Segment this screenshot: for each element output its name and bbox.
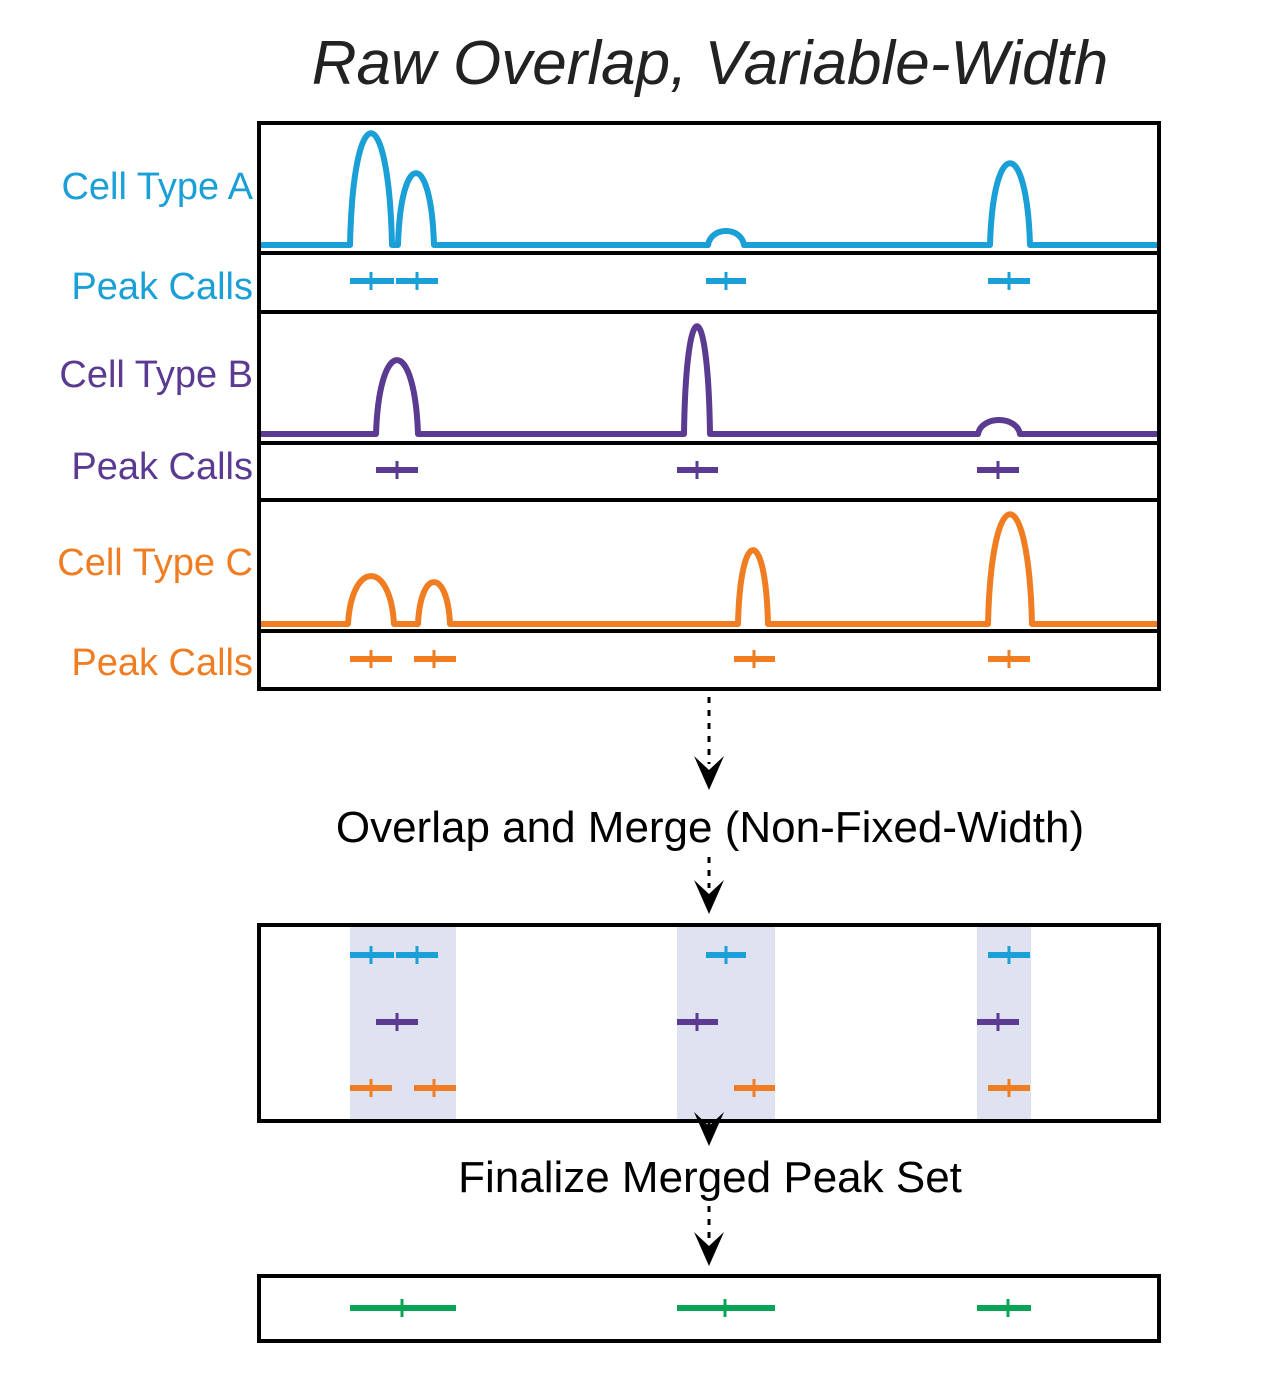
peak-calls-layer <box>350 272 1031 1317</box>
signal-peak-c-0 <box>348 576 394 624</box>
label-cell-type-b: Cell Type B <box>59 354 253 396</box>
signal-track-b <box>261 323 1157 437</box>
arrow-to-merge-box-head <box>694 880 724 914</box>
label-peak-calls-b: Peak Calls <box>71 446 253 488</box>
label-cell-type-c: Cell Type C <box>57 542 253 584</box>
signal-track-c <box>261 511 1157 627</box>
signal-track-a <box>261 130 1157 248</box>
signal-peak-c-3 <box>988 514 1032 624</box>
diagram-title: Raw Overlap, Variable-Width <box>311 29 1109 98</box>
tracks-frame <box>257 121 1161 691</box>
step-overlap-merge-label: Overlap and Merge (Non-Fixed-Width) <box>335 803 1085 852</box>
signal-layer <box>261 130 1157 627</box>
arrow-to-overlap-head <box>694 756 724 790</box>
step-finalize-label: Finalize Merged Peak Set <box>458 1153 962 1202</box>
label-cell-type-a: Cell Type A <box>61 166 253 208</box>
final-frame <box>257 1274 1161 1343</box>
label-peak-calls-c: Peak Calls <box>71 642 253 684</box>
arrow-from-merge-box-head <box>694 1112 724 1146</box>
label-peak-calls-a: Peak Calls <box>71 266 253 308</box>
arrows-layer <box>694 697 724 1266</box>
arrow-to-final-head <box>694 1232 724 1266</box>
